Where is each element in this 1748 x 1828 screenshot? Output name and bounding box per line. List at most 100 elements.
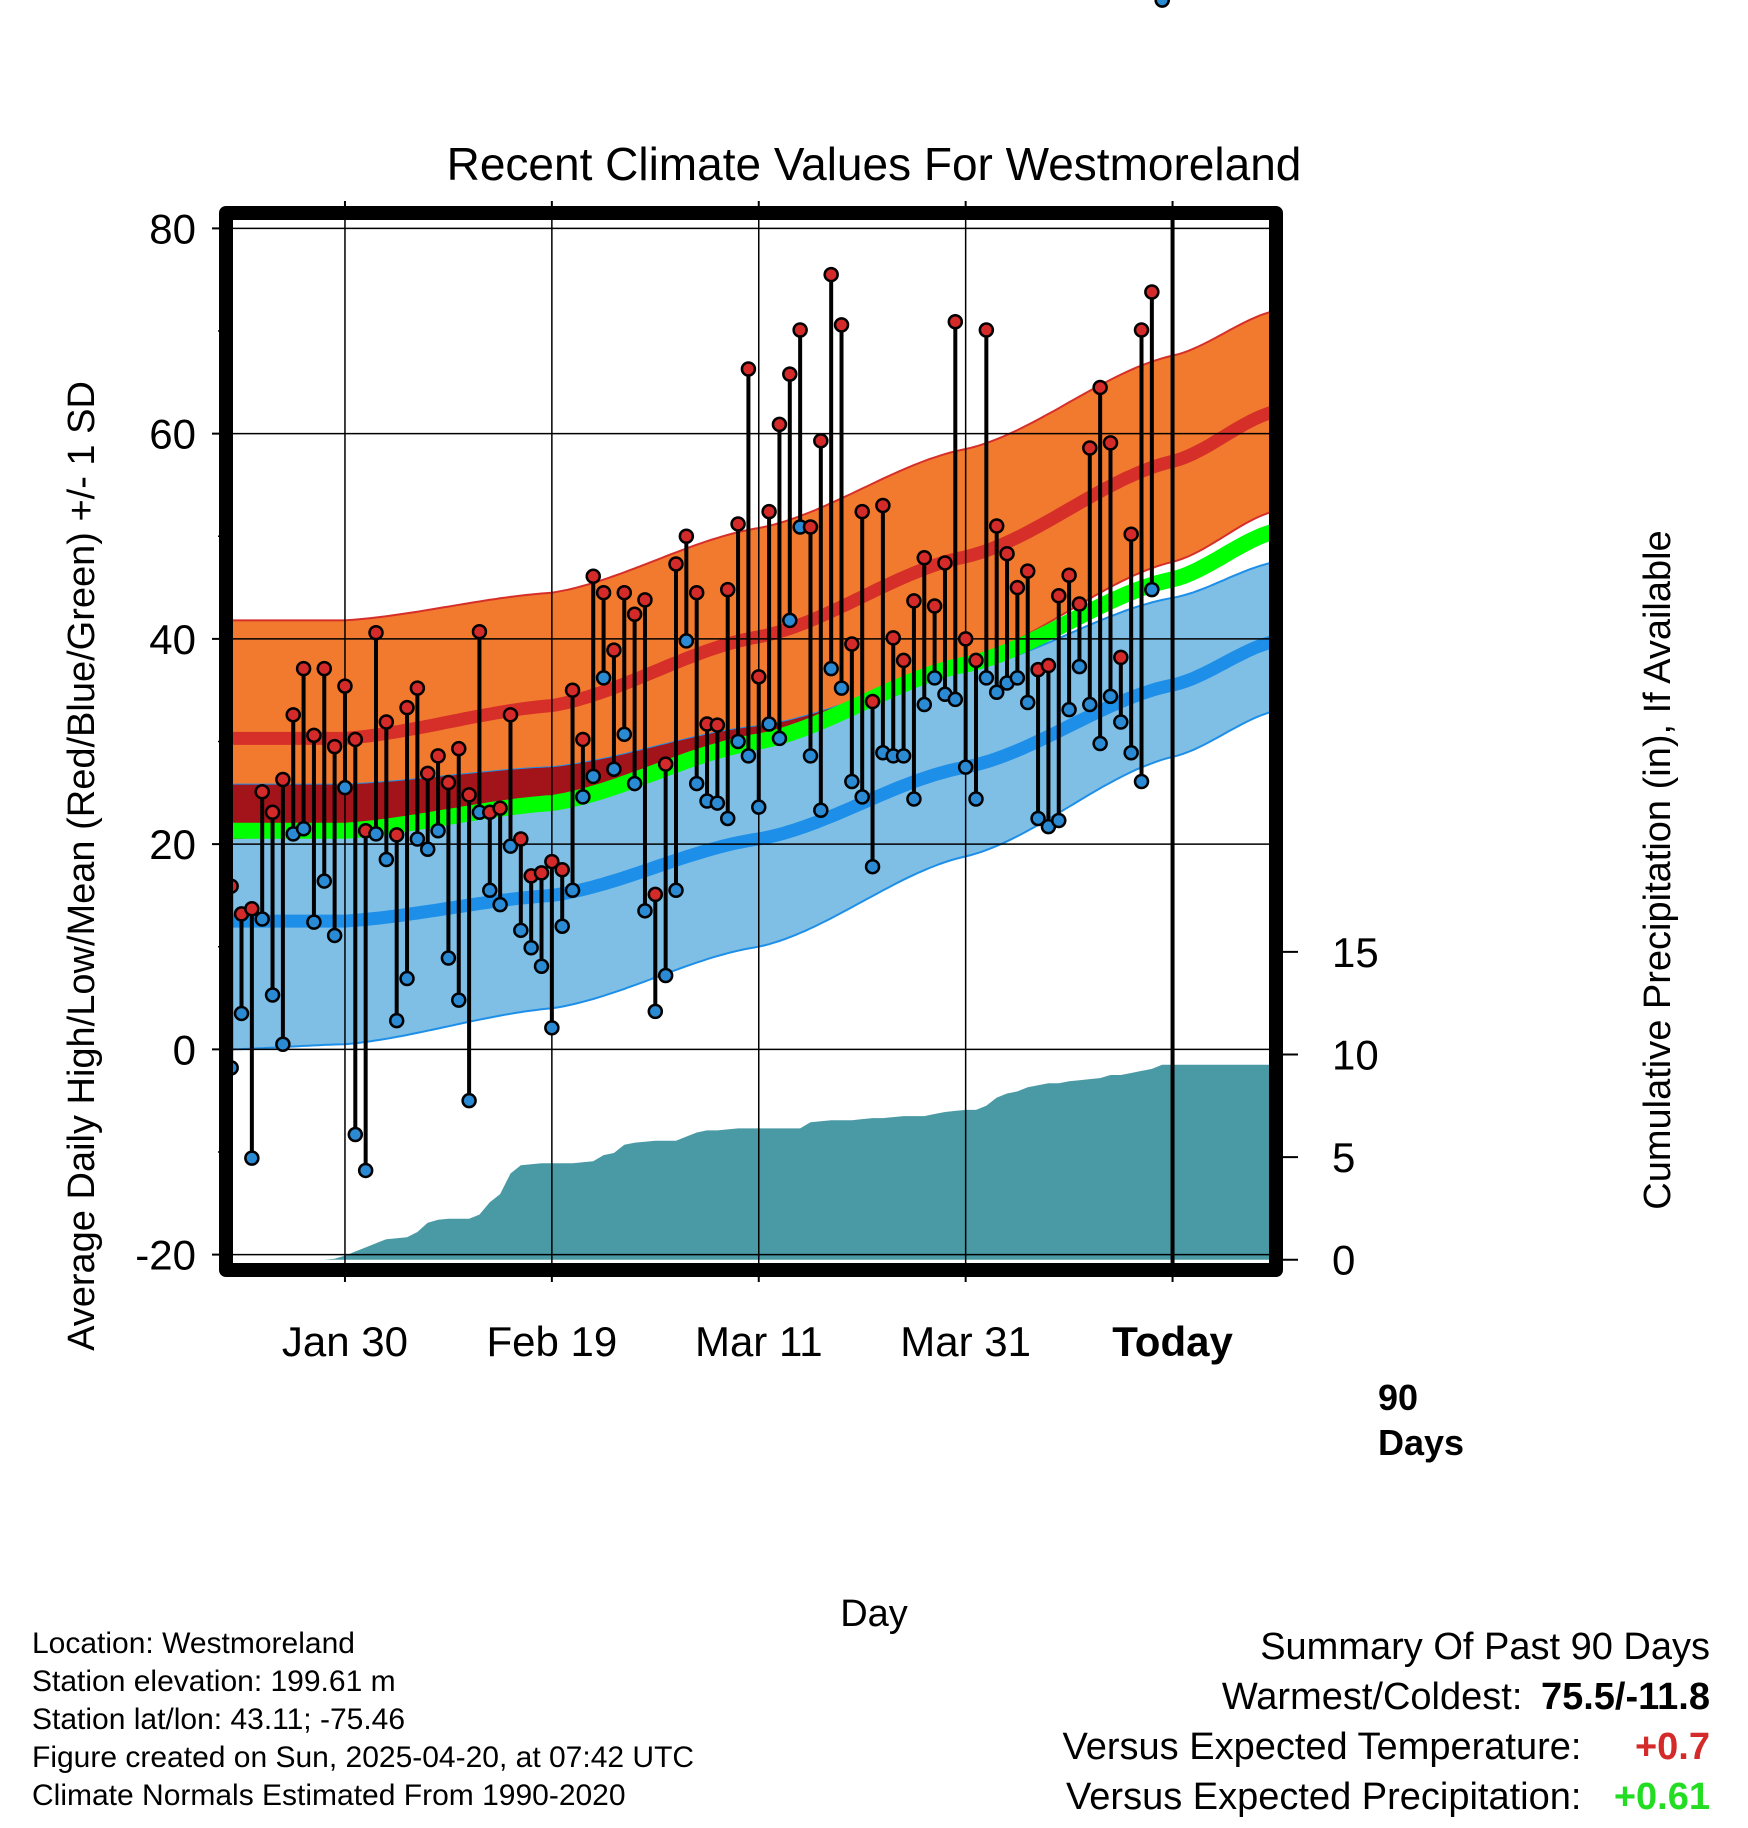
precip-area	[231, 1064, 1277, 1260]
today-label-line1: 90	[1378, 1377, 1418, 1418]
latlon-text: Station lat/lon: 43.11; -75.46	[32, 1703, 406, 1736]
high-point	[326, 738, 343, 755]
x-axis-label: Day	[840, 1593, 908, 1635]
low-point	[502, 838, 519, 854]
y2-tick-label: 0	[1332, 1237, 1355, 1284]
high-point	[337, 678, 353, 694]
high-point	[1040, 657, 1057, 674]
low-point	[957, 759, 974, 775]
low-point	[378, 851, 395, 868]
high-point	[740, 361, 757, 377]
high-point	[554, 862, 570, 878]
low-point	[823, 660, 839, 677]
high-point	[461, 787, 477, 803]
high-point	[657, 756, 674, 772]
high-point	[792, 322, 808, 338]
low-point	[833, 680, 850, 696]
high-point	[564, 682, 581, 698]
x-tick-label: Mar 11	[695, 1318, 823, 1365]
low-point	[347, 1126, 364, 1143]
high-point	[947, 314, 964, 330]
low-point	[688, 775, 705, 792]
high-point	[906, 593, 922, 609]
low-point	[1082, 696, 1098, 713]
low-point	[906, 791, 922, 807]
low-point	[554, 918, 570, 934]
high-point	[771, 416, 788, 433]
low-point	[388, 1012, 405, 1029]
y-tick-label: 80	[149, 205, 196, 252]
high-point	[926, 598, 943, 614]
elevation-text: Station elevation: 199.61 m	[32, 1665, 396, 1698]
precip-label: Versus Expected Precipitation:	[1066, 1776, 1582, 1818]
high-point	[492, 800, 508, 816]
high-point	[844, 636, 860, 652]
low-point	[1133, 773, 1150, 790]
low-point	[409, 831, 426, 847]
low-point	[709, 795, 726, 811]
summary-title: Summary Of Past 90 Days	[1260, 1626, 1710, 1668]
summary-panel: Summary Of Past 90 Days Warmest/Coldest:…	[1063, 1622, 1710, 1822]
band-overlap	[226, 699, 857, 840]
y2-tick-label: 15	[1332, 929, 1379, 976]
high-point	[368, 624, 384, 641]
temp-label: Versus Expected Temperature:	[1062, 1726, 1582, 1768]
high-point	[885, 630, 901, 646]
warmest-label: Warmest/Coldest:	[1221, 1676, 1523, 1718]
low-point	[1113, 714, 1129, 730]
low-point	[657, 967, 674, 984]
high-point	[709, 717, 726, 733]
low-point	[254, 911, 270, 927]
high-point	[1144, 284, 1160, 300]
low-point	[730, 733, 746, 750]
high-point	[1071, 596, 1088, 612]
low-point	[895, 748, 912, 764]
high-point	[440, 774, 457, 791]
low-point	[844, 773, 860, 790]
high-point	[544, 853, 560, 870]
high-point	[802, 519, 819, 535]
low-point	[326, 927, 343, 944]
low-point	[1061, 701, 1077, 718]
low-point	[451, 992, 467, 1008]
low-point	[751, 799, 767, 815]
high-point	[347, 731, 364, 748]
low-point	[802, 748, 819, 764]
low-point	[295, 820, 312, 837]
low-point	[585, 768, 601, 785]
low-point	[1123, 745, 1139, 761]
high-point	[316, 660, 333, 677]
low-point	[368, 826, 384, 842]
high-point	[606, 642, 622, 658]
low-point	[926, 670, 943, 686]
x-tick-label: Mar 31	[900, 1318, 1031, 1365]
high-point	[730, 516, 746, 532]
high-point	[616, 584, 633, 601]
low-point	[637, 903, 653, 919]
high-point	[399, 699, 415, 716]
low-point	[575, 789, 591, 805]
high-point	[1102, 435, 1119, 451]
high-point	[937, 555, 953, 571]
high-point	[999, 545, 1015, 562]
low-point	[523, 940, 539, 956]
temp-value: +0.7	[1634, 1726, 1710, 1768]
low-point	[275, 1036, 291, 1052]
x-tick-label: Jan 30	[282, 1318, 408, 1365]
high-point	[1051, 588, 1067, 604]
low-point	[399, 970, 415, 987]
low-point	[916, 696, 933, 713]
high-point	[575, 731, 591, 748]
y-tick-label: 0	[173, 1026, 196, 1073]
high-point	[306, 727, 322, 744]
low-point	[678, 633, 695, 649]
normals-text: Climate Normals Estimated From 1990-2020	[32, 1779, 626, 1812]
low-point	[771, 730, 788, 747]
high-point	[678, 528, 695, 545]
low-point	[544, 1020, 560, 1036]
high-point	[647, 886, 664, 903]
low-point	[1154, 0, 1170, 8]
high-point	[782, 366, 798, 382]
low-point	[233, 1005, 250, 1022]
